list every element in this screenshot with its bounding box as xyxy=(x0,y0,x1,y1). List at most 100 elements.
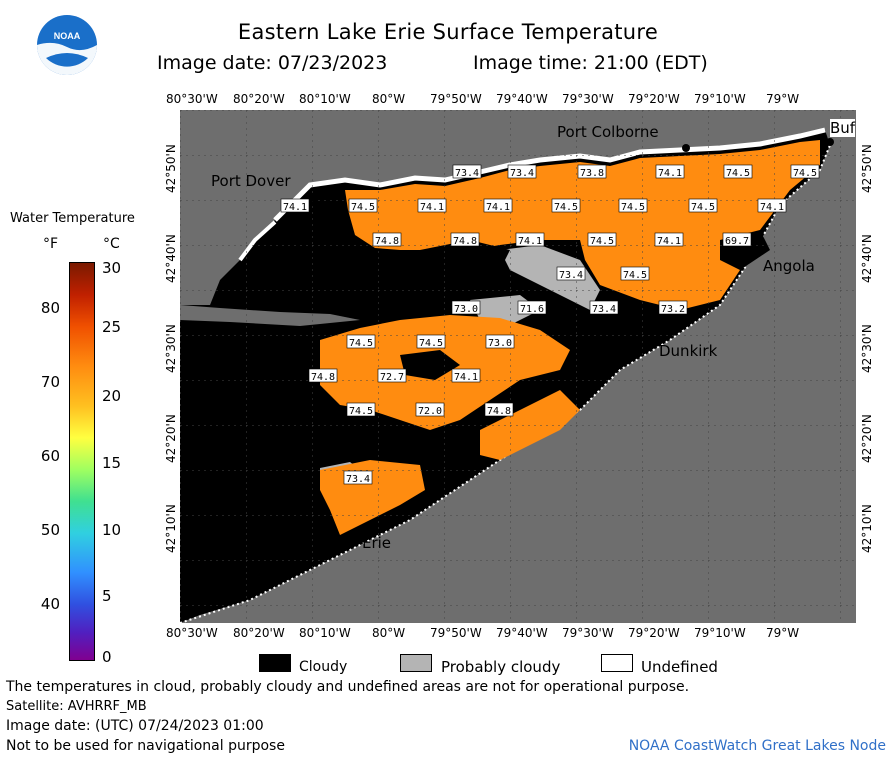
lon-tick: 79°20'W xyxy=(628,626,680,640)
colorbar-title: Water Temperature xyxy=(10,211,135,226)
temperature-labels: 73.4 73.4 73.8 74.1 74.5 74.5 74.1 74.5 74.1 74.1… xyxy=(280,164,820,485)
svg-text:74.1: 74.1 xyxy=(760,202,784,213)
temperature-label: 74.5 xyxy=(587,232,617,247)
temperature-label: 74.1 xyxy=(757,198,787,213)
svg-text:73.4: 73.4 xyxy=(346,474,370,485)
temperature-label: 74.5 xyxy=(790,164,820,179)
lon-tick: 79°40'W xyxy=(496,626,548,640)
svg-text:73.4: 73.4 xyxy=(455,168,479,179)
svg-text:74.8: 74.8 xyxy=(487,406,511,417)
svg-text:74.5: 74.5 xyxy=(349,406,373,417)
lat-tick: 42°10'N xyxy=(860,504,874,553)
temperature-label: 74.1 xyxy=(451,368,481,383)
lon-tick: 80°W xyxy=(372,92,406,106)
city-marker-angola xyxy=(754,249,762,257)
colorbar-f-tick: 50 xyxy=(40,521,60,539)
lat-tick: 42°30'N xyxy=(164,324,178,373)
svg-text:74.5: 74.5 xyxy=(793,168,817,179)
colorbar-f-tick: 80 xyxy=(40,299,60,317)
footer-utc-date: Image date: (UTC) 07/24/2023 01:00 xyxy=(6,718,264,734)
svg-text:74.5: 74.5 xyxy=(419,338,443,349)
temperature-label: 74.1 xyxy=(417,198,447,213)
city-marker-erie xyxy=(354,528,362,536)
lon-tick: 79°30'W xyxy=(562,92,614,106)
temperature-label: 73.0 xyxy=(451,300,481,315)
temperature-label: 74.5 xyxy=(688,198,718,213)
temperature-label: 71.6 xyxy=(517,300,547,315)
lon-tick: 79°40'W xyxy=(496,92,548,106)
city-marker-buffalo xyxy=(826,138,834,146)
colorbar-unit-f: °F xyxy=(43,236,59,252)
temperature-label: 74.5 xyxy=(618,198,648,213)
temperature-label: 72.7 xyxy=(377,368,407,383)
lon-tick: 80°10'W xyxy=(299,626,351,640)
temperature-label: 74.8 xyxy=(484,402,514,417)
lat-tick: 42°30'N xyxy=(860,324,874,373)
temperature-label: 74.5 xyxy=(346,334,376,349)
svg-text:74.1: 74.1 xyxy=(658,168,682,179)
colorbar-f-tick: 40 xyxy=(40,595,60,613)
lat-tick: 42°20'N xyxy=(860,414,874,463)
lon-tick: 79°W xyxy=(766,626,800,640)
temperature-label: 73.0 xyxy=(485,334,515,349)
svg-text:73.8: 73.8 xyxy=(580,168,604,179)
temperature-label: 73.4 xyxy=(343,470,373,485)
temperature-label: 73.2 xyxy=(658,300,688,315)
colorbar-c-tick: 5 xyxy=(102,587,112,605)
svg-text:72.7: 72.7 xyxy=(380,372,404,383)
temperature-label: 74.1 xyxy=(280,198,310,213)
svg-text:74.1: 74.1 xyxy=(486,202,510,213)
map-title: Eastern Lake Erie Surface Temperature xyxy=(237,20,659,44)
svg-text:74.5: 74.5 xyxy=(691,202,715,213)
svg-text:74.1: 74.1 xyxy=(518,236,542,247)
legend-swatch-probably-cloudy xyxy=(400,654,432,672)
temperature-label: 73.4 xyxy=(507,164,537,179)
city-label-angola: Angola xyxy=(763,257,815,275)
image-date: Image date: 07/23/2023 xyxy=(157,52,388,74)
temperature-label: 72.0 xyxy=(415,402,445,417)
colorbar-c-tick: 15 xyxy=(102,454,122,472)
noaa-logo-text: NOAA xyxy=(54,31,81,41)
svg-text:74.8: 74.8 xyxy=(453,236,477,247)
svg-text:69.7: 69.7 xyxy=(725,236,749,247)
svg-text:73.4: 73.4 xyxy=(559,270,583,281)
lon-tick: 80°30'W xyxy=(166,92,218,106)
svg-text:74.8: 74.8 xyxy=(311,372,335,383)
svg-text:74.5: 74.5 xyxy=(623,270,647,281)
city-marker-port-colborne xyxy=(682,144,690,152)
lon-tick: 80°20'W xyxy=(233,92,285,106)
noaa-logo: NOAA xyxy=(37,15,97,75)
temperature-label: 74.5 xyxy=(416,334,446,349)
city-label-port-colborne: Port Colborne xyxy=(557,123,659,141)
colorbar xyxy=(69,262,95,661)
lon-tick: 80°30'W xyxy=(166,626,218,640)
colorbar-c-tick: 25 xyxy=(102,318,122,336)
legend-swatch-undefined xyxy=(601,654,633,672)
legend-swatch-cloudy xyxy=(259,654,291,672)
footer-navigation: Not to be used for navigational purpose xyxy=(6,738,285,754)
svg-text:74.5: 74.5 xyxy=(554,202,578,213)
graticule xyxy=(180,110,856,623)
footer-node-link[interactable]: NOAA CoastWatch Great Lakes Node xyxy=(628,738,886,754)
legend-label-cloudy: Cloudy xyxy=(299,659,348,675)
temperature-label: 74.1 xyxy=(654,232,684,247)
lon-tick: 79°20'W xyxy=(628,92,680,106)
svg-text:74.5: 74.5 xyxy=(726,168,750,179)
svg-text:73.2: 73.2 xyxy=(661,304,685,315)
city-label-erie: Erie xyxy=(362,534,392,552)
svg-text:73.0: 73.0 xyxy=(488,338,512,349)
svg-text:74.5: 74.5 xyxy=(351,202,375,213)
colorbar-c-tick: 0 xyxy=(102,648,112,666)
temperature-label: 74.1 xyxy=(515,232,545,247)
temperature-label: 73.8 xyxy=(577,164,607,179)
legend-label-probably-cloudy: Probably cloudy xyxy=(441,658,561,676)
svg-text:73.4: 73.4 xyxy=(510,168,534,179)
svg-text:74.5: 74.5 xyxy=(621,202,645,213)
lon-tick: 79°50'W xyxy=(430,626,482,640)
temperature-label: 74.1 xyxy=(655,164,685,179)
temperature-label: 74.5 xyxy=(551,198,581,213)
temperature-label: 74.8 xyxy=(308,368,338,383)
temperature-label: 73.4 xyxy=(452,164,482,179)
colorbar-unit-c: °C xyxy=(103,236,120,252)
svg-text:74.5: 74.5 xyxy=(349,338,373,349)
